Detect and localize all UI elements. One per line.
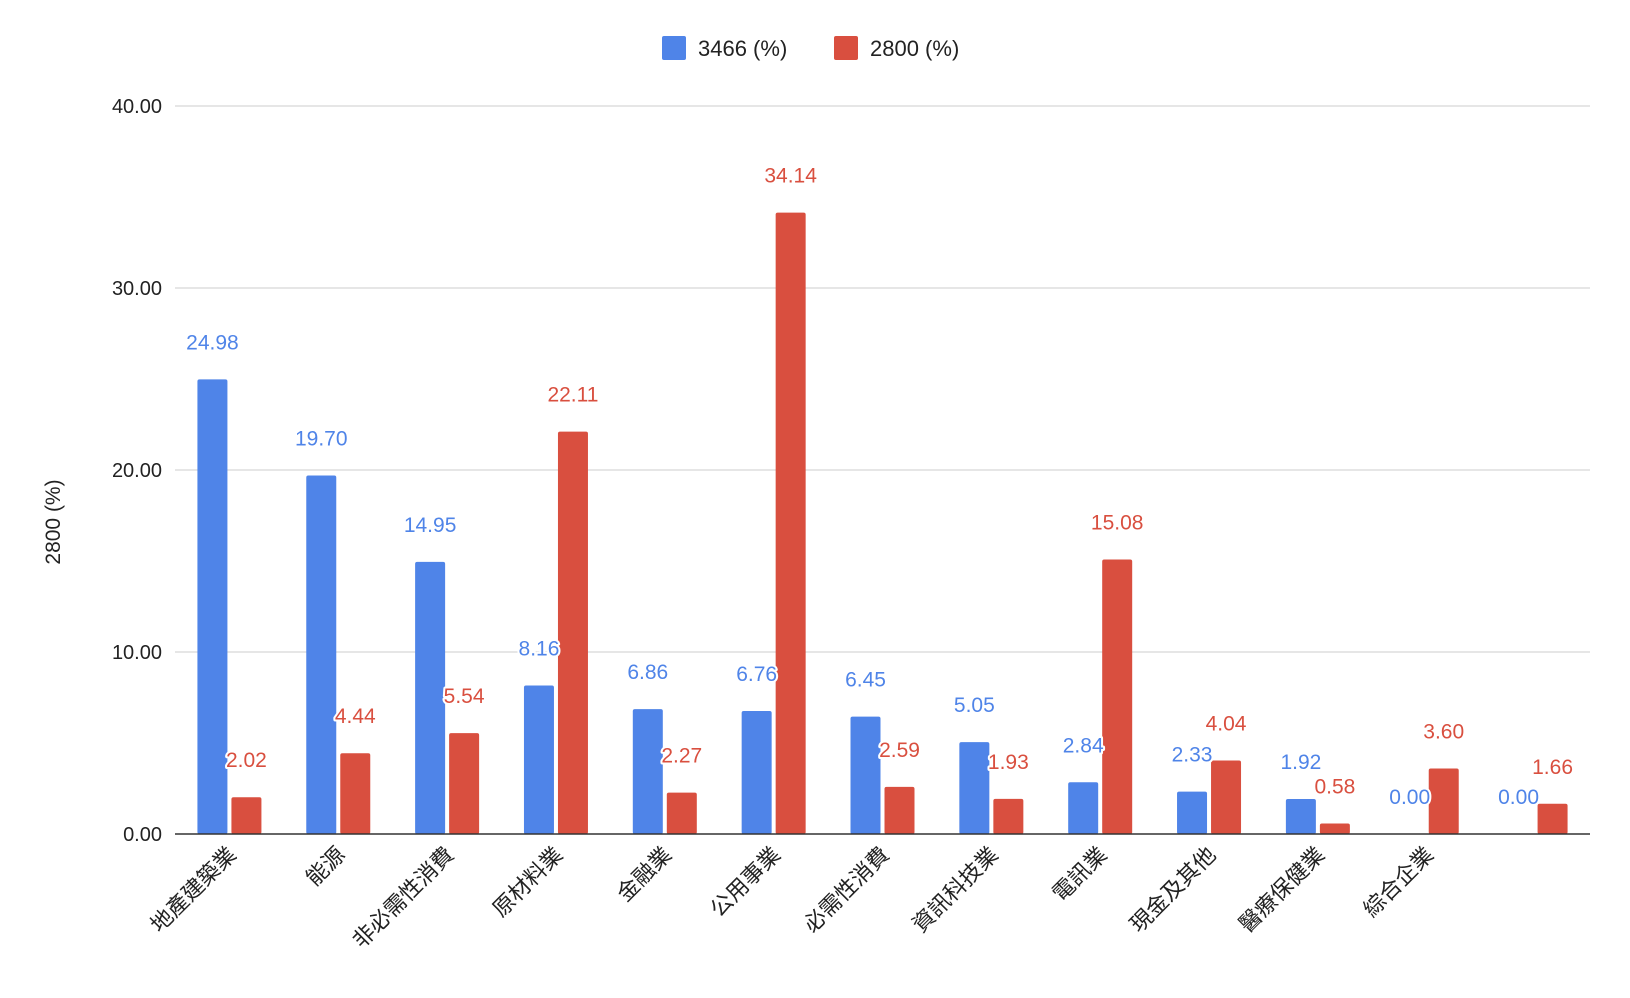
- bar-series-2: [1537, 803, 1568, 834]
- data-label-series-1: 1.92: [1280, 751, 1321, 774]
- data-label-series-2: 2.59: [879, 739, 920, 762]
- bar-series-2: [1319, 823, 1350, 834]
- x-tick-label: 醫療保健業: [1235, 843, 1330, 938]
- bar-series-2: [1102, 559, 1133, 834]
- legend: 3466 (%) 2800 (%): [662, 36, 959, 61]
- bar-series-2: [340, 753, 371, 834]
- legend-swatch-series-2: [834, 36, 858, 60]
- data-label-series-1: 19.70: [295, 427, 348, 450]
- bars: [197, 212, 1568, 835]
- data-labels: 24.98 2.02 19.70 4.44 14.95 5.54 8.16 22.11 6.86…: [184, 163, 1575, 811]
- legend-swatch-series-1: [662, 36, 686, 60]
- x-tick-label: 公用事業: [706, 843, 786, 923]
- data-label-series-1: 6.45: [845, 669, 886, 692]
- bar-series-2: [231, 797, 262, 834]
- gridlines: [175, 105, 1590, 653]
- x-tick-label: 地產建築業: [146, 843, 241, 938]
- data-label-series-2: 2.27: [661, 745, 702, 768]
- bar-series-1: [632, 709, 663, 834]
- data-label-series-2: 22.11: [547, 384, 598, 407]
- data-label-series-2: 15.08: [1091, 512, 1144, 535]
- bar-series-2: [884, 786, 915, 834]
- bar-series-1: [415, 561, 446, 834]
- x-tick-label: 必需性消費: [799, 843, 894, 938]
- bar-series-1: [1177, 791, 1208, 834]
- bar-series-1: [850, 716, 881, 834]
- data-label-series-2: 2.02: [226, 749, 267, 772]
- x-tick-label: 資訊科技業: [908, 843, 1003, 938]
- bar-series-2: [1211, 760, 1242, 834]
- bar-series-2: [557, 431, 588, 834]
- y-tick-label: 40.00: [112, 96, 162, 118]
- data-label-series-1: 6.76: [736, 663, 777, 686]
- bar-series-1: [197, 379, 228, 834]
- x-tick-label: 綜合企業: [1359, 843, 1439, 923]
- bar-series-1: [1285, 799, 1316, 834]
- data-label-series-2: 1.66: [1532, 756, 1573, 779]
- legend-label-series-1: 3466 (%): [698, 36, 787, 61]
- data-label-series-2: 34.14: [764, 165, 817, 188]
- bar-series-2: [775, 212, 806, 835]
- y-tick-label: 20.00: [112, 460, 162, 482]
- data-label-series-1: 5.05: [954, 694, 995, 717]
- bar-series-2: [666, 792, 697, 834]
- data-label-series-2: 0.58: [1314, 775, 1355, 798]
- data-label-series-1: 8.16: [519, 637, 560, 660]
- bar-series-2: [449, 733, 480, 834]
- data-label-series-1: 24.98: [186, 331, 239, 354]
- bar-series-2: [993, 798, 1024, 834]
- legend-label-series-2: 2800 (%): [870, 36, 959, 61]
- data-label-series-2: 4.44: [335, 705, 376, 728]
- data-label-series-1: 2.84: [1063, 734, 1104, 757]
- data-label-series-2: 5.54: [444, 685, 485, 708]
- bar-series-1: [959, 742, 990, 834]
- bar-series-2: [1428, 768, 1459, 834]
- data-label-series-2: 1.93: [988, 751, 1029, 774]
- y-tick-label: 0.00: [123, 824, 162, 846]
- x-tick-label: 非必需性消費: [348, 843, 459, 954]
- data-label-series-1: 14.95: [404, 514, 457, 537]
- y-tick-label: 30.00: [112, 278, 162, 300]
- y-axis-title: 2800 (%): [42, 479, 65, 564]
- y-axis-ticks: 0.00 10.00 20.00 30.00 40.00: [112, 96, 162, 846]
- bar-series-1: [741, 710, 772, 834]
- bar-series-1: [306, 475, 337, 834]
- data-label-series-2: 4.04: [1206, 712, 1247, 735]
- x-tick-label: 電訊業: [1048, 843, 1112, 907]
- data-label-series-1: 0.00: [1498, 786, 1539, 809]
- x-tick-label: 能源: [302, 843, 351, 892]
- x-tick-label: 金融業: [613, 843, 677, 907]
- bar-series-1: [523, 685, 554, 834]
- data-label-series-1: 6.86: [627, 661, 668, 684]
- x-tick-label: 原材料業: [488, 843, 568, 923]
- data-label-series-1: 0.00: [1389, 786, 1430, 809]
- data-label-series-2: 3.60: [1423, 720, 1464, 743]
- bar-series-1: [1068, 782, 1099, 834]
- data-label-series-1: 2.33: [1172, 744, 1213, 767]
- y-tick-label: 10.00: [112, 642, 162, 664]
- x-tick-label: 現金及其他: [1126, 843, 1221, 938]
